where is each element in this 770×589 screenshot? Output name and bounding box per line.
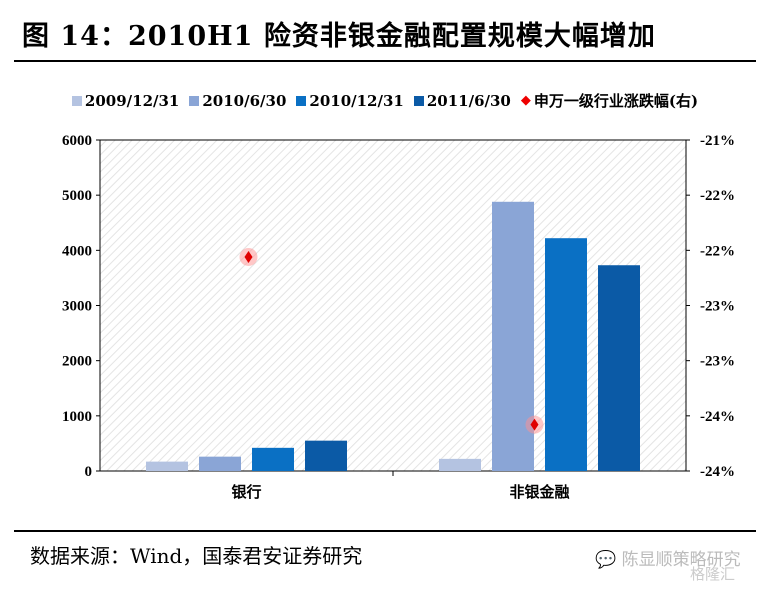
- legend-item: 2010/12/31: [296, 90, 404, 111]
- bar-2010/6/30: [199, 456, 241, 471]
- y2-tick-label: -23%: [700, 354, 735, 370]
- y-tick-label: 2000: [62, 354, 92, 370]
- y2-tick-label: -21%: [700, 133, 735, 149]
- bar-2010/12/31: [545, 238, 587, 471]
- y2-tick-label: -24%: [700, 464, 735, 480]
- y-tick-label: 6000: [62, 133, 92, 149]
- y-tick-label: 1000: [62, 409, 92, 425]
- y2-tick-label: -23%: [700, 299, 735, 315]
- bar-2011/6/30: [598, 265, 640, 471]
- bar-2009/12/31: [439, 458, 481, 471]
- legend-swatch: [71, 95, 82, 106]
- legend-label: 申万一级行业涨跌幅(右): [533, 92, 699, 110]
- source-note: 数据来源：Wind，国泰君安证券研究: [30, 544, 363, 568]
- bar-2010/12/31: [252, 447, 294, 471]
- diamond-icon: ◆: [520, 93, 531, 108]
- legend-swatch: [296, 95, 307, 106]
- y2-tick-label: -22%: [700, 243, 735, 259]
- bar-2011/6/30: [305, 440, 347, 471]
- data-point: [244, 250, 253, 263]
- watermark-logo: 格隆汇: [690, 565, 736, 583]
- title-rule: [14, 60, 756, 62]
- data-point: [530, 418, 539, 431]
- legend-item: 2009/12/31: [71, 90, 180, 111]
- legend-label: 2009/12/31: [84, 91, 180, 110]
- legend: 2009/12/31 2010/6/30 2010/12/31 2011/6/30 ◆ 申…: [0, 90, 770, 111]
- legend-item: 2011/6/30: [413, 90, 511, 111]
- x-tick-label: 银行: [231, 483, 261, 501]
- legend-label: 2011/6/30: [426, 91, 511, 110]
- plot-area: [100, 140, 686, 471]
- legend-swatch: [189, 95, 200, 106]
- watermark: 💬 陈显顺策略研究: [595, 550, 741, 570]
- chart-title: 图 14：2010H1 险资非银金融配置规模大幅增加: [22, 21, 656, 52]
- legend-item: 2010/6/30: [189, 90, 286, 111]
- legend-label: 2010/12/31: [309, 91, 404, 110]
- legend-swatch: [413, 95, 424, 106]
- y-tick-label: 4000: [62, 243, 92, 259]
- legend-label: 2010/6/30: [202, 91, 287, 110]
- chart: 0 1000 2000 3000 4000 5000 6000 -24% -24% -23% -23…: [62, 133, 735, 501]
- y-tick-label: 3000: [62, 299, 92, 315]
- y-tick-label: 5000: [62, 188, 92, 204]
- x-tick-label: 非银金融: [509, 483, 569, 501]
- legend-item: ◆ 申万一级行业涨跌幅(右): [521, 90, 698, 111]
- bar-2009/12/31: [146, 461, 188, 471]
- y2-tick-label: -24%: [700, 409, 735, 425]
- y2-tick-label: -22%: [700, 188, 735, 204]
- watermark-text: 陈显顺策略研究: [621, 550, 741, 570]
- y-tick-label: 0: [85, 464, 93, 480]
- source-rule: [14, 530, 756, 532]
- bar-2010/6/30: [492, 201, 534, 471]
